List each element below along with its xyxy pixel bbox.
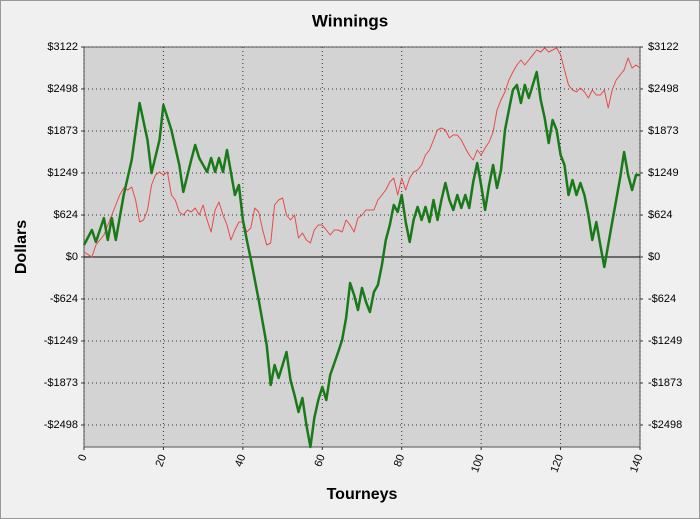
- y2-tick-label: $624: [648, 209, 672, 221]
- series-line: [83, 47, 641, 258]
- y-tick-label: $0: [66, 251, 78, 263]
- series-line: [82, 70, 640, 449]
- y-tick-label: -$1249: [44, 335, 78, 347]
- plot-area: [83, 46, 641, 448]
- y-tick-label: $3122: [47, 41, 78, 53]
- y2-tick-label: $3122: [648, 41, 679, 53]
- y2-tick-label: -$624: [648, 293, 676, 305]
- y2-tick-label: $0: [648, 251, 660, 263]
- x-tick-label: 120: [549, 453, 567, 474]
- y-tick-label: $1873: [47, 125, 78, 137]
- y-tick-label: $624: [54, 209, 78, 221]
- x-tick-label: 40: [233, 453, 248, 469]
- y2-tick-label: -$1249: [648, 335, 682, 347]
- chart-title: Winnings: [312, 11, 388, 30]
- y2-tick-label: $1873: [648, 125, 679, 137]
- x-tick-label: 60: [312, 453, 327, 469]
- x-axis-title: Tourneys: [327, 486, 398, 503]
- y-tick-label: -$1873: [44, 377, 78, 389]
- x-tick-label: 0: [76, 453, 89, 463]
- y-tick-label: -$2498: [44, 419, 78, 431]
- y2-tick-label: -$1873: [648, 377, 682, 389]
- y-tick-label: $1249: [47, 167, 78, 179]
- x-tick-label: 140: [628, 453, 646, 474]
- y2-tick-label: $1249: [648, 167, 679, 179]
- y-tick-label: $2498: [47, 83, 78, 95]
- y2-tick-label: -$2498: [648, 419, 682, 431]
- x-tick-label: 20: [154, 453, 169, 469]
- y2-tick-label: $2498: [648, 83, 679, 95]
- y-tick-label: -$624: [50, 293, 78, 305]
- y-axis-title: Dollars: [13, 220, 30, 274]
- x-tick-label: 100: [469, 453, 487, 474]
- x-tick-label: 80: [392, 453, 407, 469]
